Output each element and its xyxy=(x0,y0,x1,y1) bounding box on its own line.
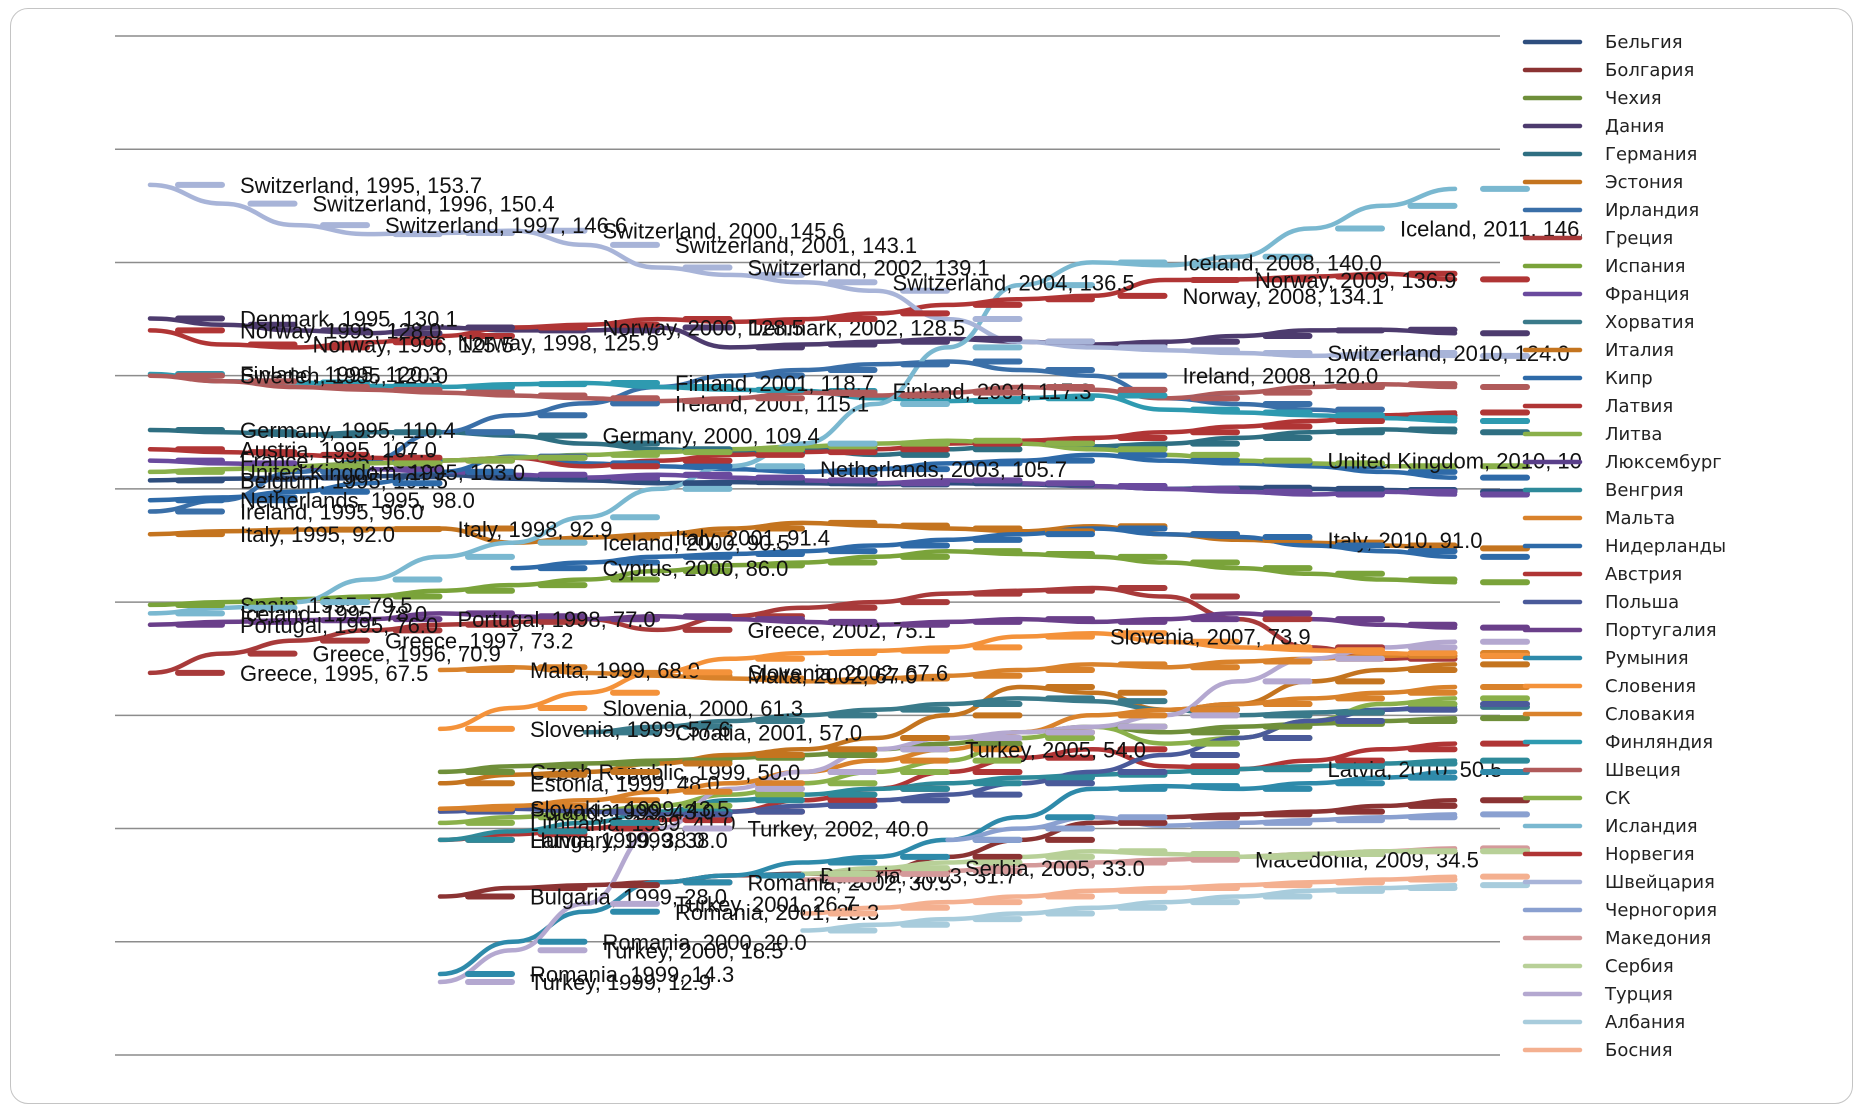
data-label: Cyprus, 2000, 86.0 xyxy=(603,556,789,581)
data-label: Portugal, 1998, 77.0 xyxy=(458,607,656,632)
legend: Бельгия Болгария Чехия Дания Германия Эстония… xyxy=(1522,32,1726,1061)
data-label: Switzerland, 2010, 124.0 xyxy=(1328,341,1570,366)
data-label: Slovenia, 2007, 73.9 xyxy=(1110,625,1311,650)
legend-entry-0: Бельгия xyxy=(1605,32,1683,53)
legend-entry-26: Швеция xyxy=(1605,760,1681,781)
data-label: Switzerland, 1997, 146.6 xyxy=(385,213,627,238)
legend-entry-32: Македония xyxy=(1605,928,1711,949)
data-label: Portugal, 1995, 76.0 xyxy=(240,613,438,638)
legend-entry-1: Болгария xyxy=(1605,60,1694,81)
legend-entry-35: Албания xyxy=(1605,1012,1685,1033)
series-line-6 xyxy=(147,359,1458,514)
data-label: Iceland, 2000, 90.5 xyxy=(603,531,790,556)
data-label: Slovenia, 1999, 57.6 xyxy=(530,717,731,742)
legend-entry-27: СК xyxy=(1605,788,1631,809)
data-label: Malta, 2002, 67.0 xyxy=(748,664,918,689)
data-label: Germany, 2000, 109.4 xyxy=(603,424,820,449)
data-label: Greece, 1997, 73.2 xyxy=(385,629,573,654)
data-label: Switzerland, 1996, 150.4 xyxy=(313,192,555,217)
legend-entry-16: Венгрия xyxy=(1605,480,1684,501)
data-label: Sweden, 1995, 120.0 xyxy=(240,364,448,389)
legend-entry-11: Италия xyxy=(1605,340,1674,361)
data-label: Norway, 1995, 128.0 xyxy=(240,318,441,343)
legend-entry-7: Греция xyxy=(1605,228,1673,249)
data-label: Switzerland, 2000, 145.6 xyxy=(603,219,845,244)
data-label: Slovakia, 1999, 43.5 xyxy=(530,797,729,822)
data-label: Ireland, 1995, 96.0 xyxy=(240,500,423,525)
series-line-5 xyxy=(437,662,1458,786)
legend-entry-34: Турция xyxy=(1604,984,1673,1005)
legend-entry-25: Финляндия xyxy=(1605,732,1713,753)
data-label: Serbia, 2005, 33.0 xyxy=(965,856,1145,881)
data-label: Italy, 2010, 91.0 xyxy=(1328,528,1483,553)
data-label: Iceland, 2008, 140.0 xyxy=(1183,250,1382,275)
legend-entry-6: Ирландия xyxy=(1605,200,1699,221)
series-line-7 xyxy=(147,585,1458,676)
data-label: United Kingdom, 1995, 103.0 xyxy=(240,460,525,485)
legend-entry-36: Босния xyxy=(1605,1040,1673,1061)
data-label: Croatia, 2001, 57.0 xyxy=(675,720,862,745)
legend-entry-3: Дания xyxy=(1605,116,1664,137)
legend-entry-12: Кипр xyxy=(1605,368,1653,389)
legend-entry-29: Норвегия xyxy=(1605,844,1695,865)
legend-entry-31: Черногория xyxy=(1605,900,1717,921)
data-label: Italy, 1995, 92.0 xyxy=(240,522,395,547)
legend-entry-4: Германия xyxy=(1605,144,1697,165)
data-label: Norway, 1998, 125.9 xyxy=(458,330,659,355)
series-line-28 xyxy=(147,186,1458,616)
data-label: Iceland, 1995, 78.0 xyxy=(240,601,427,626)
legend-entry-18: Нидерланды xyxy=(1605,536,1726,557)
legend-entry-10: Хорватия xyxy=(1605,312,1694,333)
legend-entry-15: Люксембург xyxy=(1605,452,1722,473)
data-label: Netherlands, 1995, 98.0 xyxy=(240,488,475,513)
data-label: Germany, 1995, 110.4 xyxy=(240,418,456,443)
data-label: Switzerland, 2002, 139.1 xyxy=(748,256,990,281)
data-label: Denmark, 1995, 130.1 xyxy=(240,306,458,331)
data-label: Norway, 2008, 134.1 xyxy=(1183,284,1384,309)
data-label: Norway, 1996, 125.5 xyxy=(313,333,514,358)
data-label: Slovenia, 2000, 61.3 xyxy=(603,696,804,721)
legend-entry-28: Исландия xyxy=(1605,816,1698,837)
legend-entry-33: Сербия xyxy=(1605,956,1674,977)
data-label: Austria, 1995, 107.0 xyxy=(240,437,437,462)
legend-entry-14: Литва xyxy=(1605,424,1662,445)
data-label: Turkey, 1999, 12.9 xyxy=(530,970,711,995)
data-label: Italy, 1998, 92.9 xyxy=(458,517,613,542)
legend-entry-2: Чехия xyxy=(1605,88,1662,109)
data-label: Norway, 2000, 128.5 xyxy=(603,316,804,341)
legend-entry-21: Португалия xyxy=(1605,620,1717,641)
legend-entry-13: Латвия xyxy=(1605,396,1673,417)
data-label: Greece, 1995, 67.5 xyxy=(240,661,428,686)
data-label: Italy, 2001, 91.4 xyxy=(675,526,830,551)
data-label: Turkey, 2005, 54.0 xyxy=(965,737,1146,762)
data-label: Turkey, 2001, 26.7 xyxy=(675,892,856,917)
legend-entry-5: Эстония xyxy=(1605,172,1683,193)
legend-entry-23: Словения xyxy=(1605,676,1696,697)
legend-entry-20: Польша xyxy=(1605,592,1679,613)
data-label: Turkey, 2000, 18.5 xyxy=(603,938,784,963)
data-label: Norway, 2009, 136.9 xyxy=(1255,268,1456,293)
legend-entry-30: Швейцария xyxy=(1605,872,1715,893)
legend-entry-24: Словакия xyxy=(1605,704,1695,725)
data-label: Switzerland, 1995, 153.7 xyxy=(240,173,482,198)
data-label: Turkey, 2002, 40.0 xyxy=(748,817,929,842)
data-label: Greece, 1996, 70.9 xyxy=(313,642,501,667)
legend-entry-19: Австрия xyxy=(1605,564,1682,585)
data-label: Switzerland, 2004, 136.5 xyxy=(893,270,1135,295)
data-label: Netherlands, 2003, 105.7 xyxy=(820,457,1067,482)
legend-entry-17: Мальта xyxy=(1605,508,1675,529)
data-label: Slovenia, 2002, 67.6 xyxy=(748,660,949,685)
legend-entry-8: Испания xyxy=(1605,256,1685,277)
data-label: Romania, 2000, 20.0 xyxy=(603,930,807,955)
data-label: Malta, 1999, 68.0 xyxy=(530,658,700,683)
legend-entry-22: Румыния xyxy=(1605,648,1689,669)
data-label: Hungary, 1999, 38.0 xyxy=(530,828,728,853)
data-label: Switzerland, 2001, 143.1 xyxy=(675,233,917,258)
legend-entry-9: Франция xyxy=(1605,284,1690,305)
data-label: Romania, 1999, 14.3 xyxy=(530,962,734,987)
